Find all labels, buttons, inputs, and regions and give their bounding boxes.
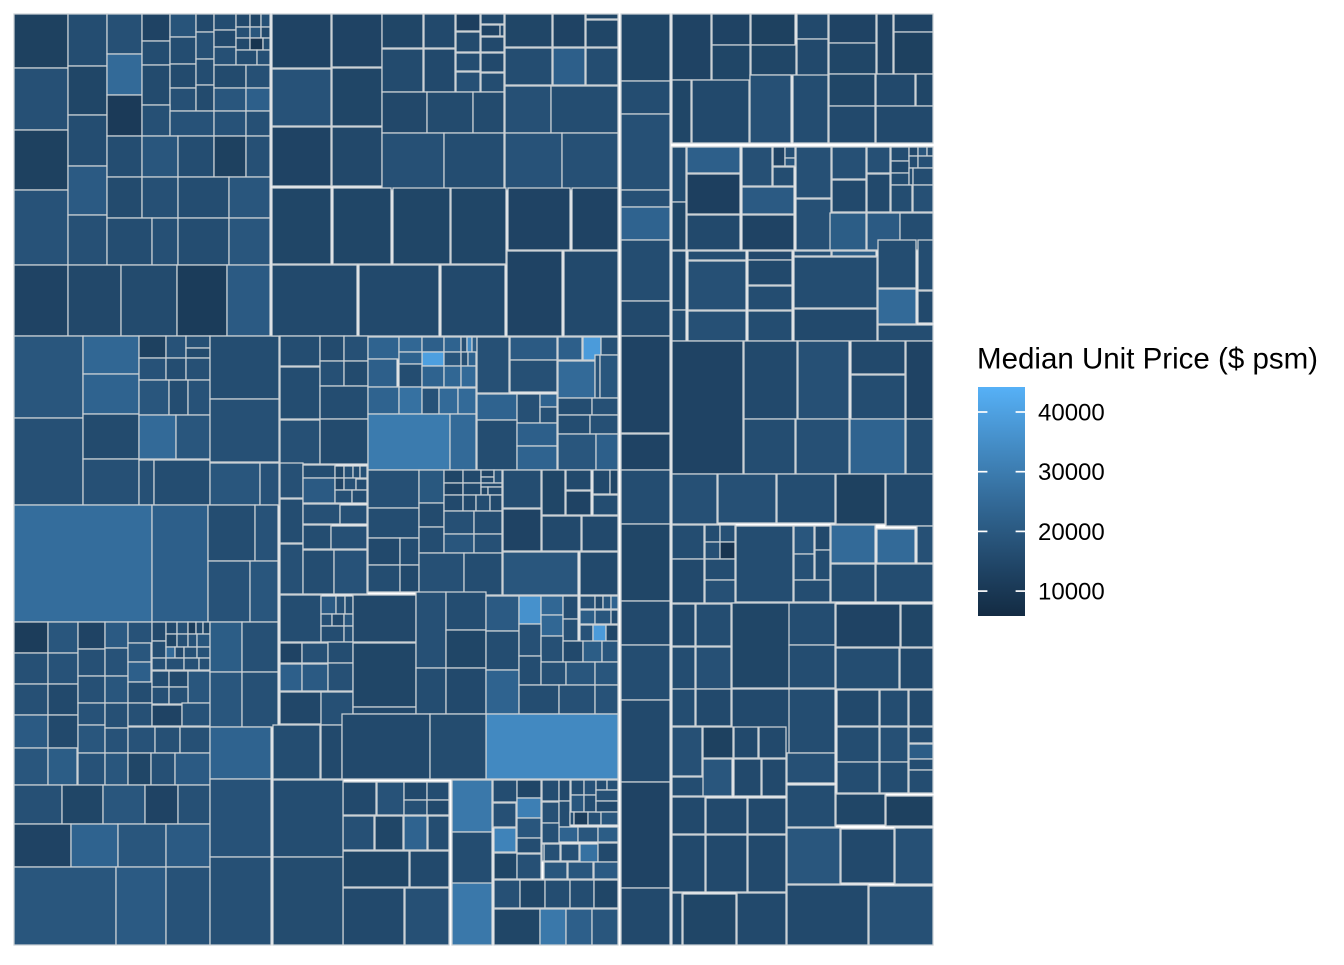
svg-text:20000: 20000 bbox=[1038, 519, 1105, 546]
svg-text:10000: 10000 bbox=[1038, 579, 1105, 606]
svg-text:40000: 40000 bbox=[1038, 400, 1105, 427]
svg-text:30000: 30000 bbox=[1038, 459, 1105, 486]
svg-text:Median Unit Price ($ psm): Median Unit Price ($ psm) bbox=[977, 343, 1318, 376]
